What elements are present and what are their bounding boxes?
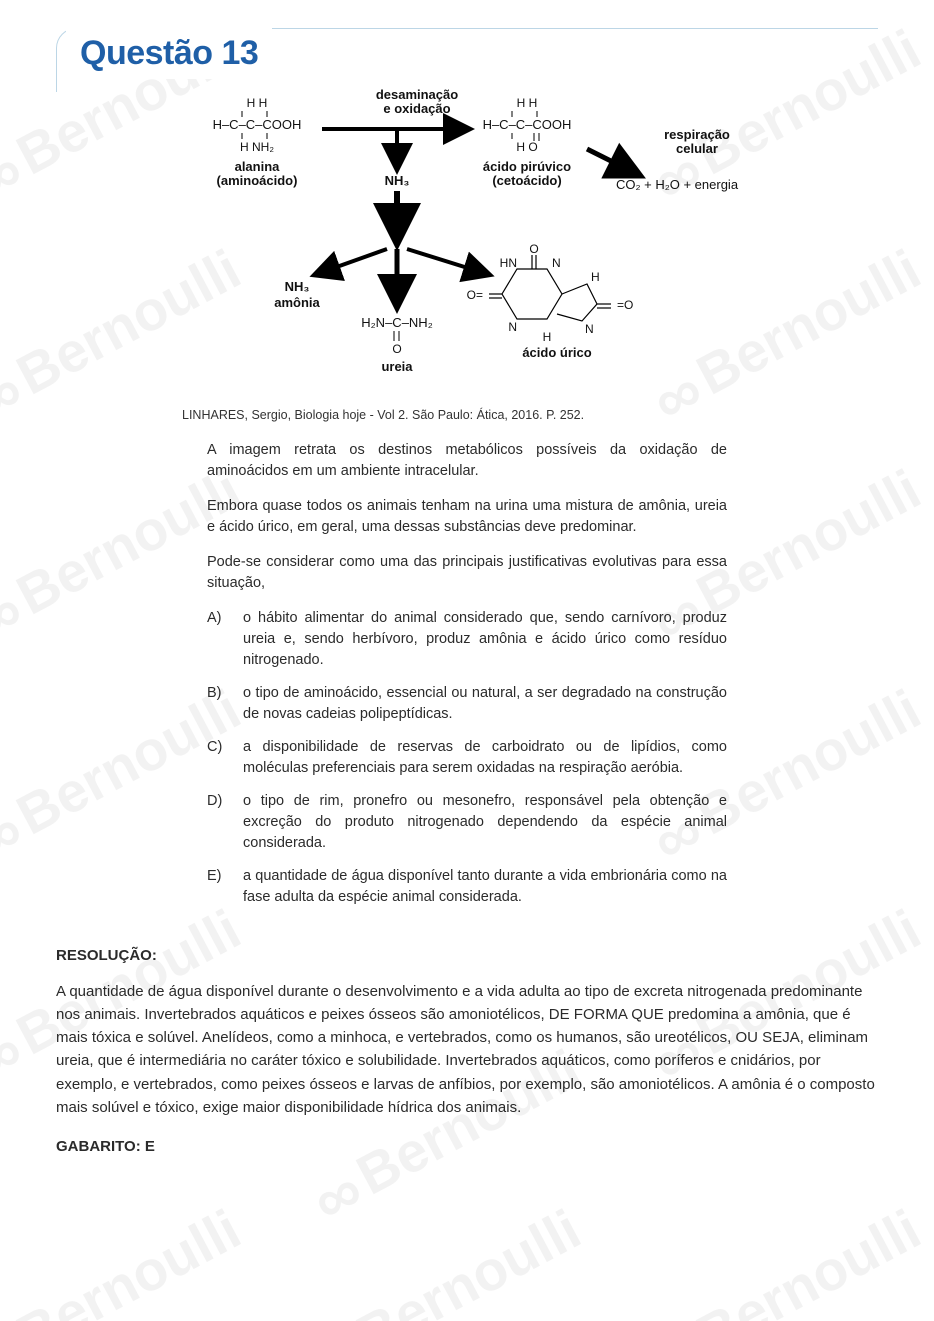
svg-text:N: N: [508, 320, 517, 334]
svg-text:=O: =O: [617, 298, 633, 312]
alanina-bot: H NH₂: [240, 140, 274, 154]
urea-bot: O: [392, 342, 401, 356]
uric-name: ácido úrico: [522, 345, 591, 360]
question-title: Questão 13: [66, 28, 272, 79]
resp-label-1: respiração: [664, 127, 730, 142]
intro-paragraph: Embora quase todos os animais tenham na …: [207, 496, 727, 538]
option-letter: A): [207, 608, 229, 671]
urea-top: H₂N–C–NH₂: [361, 315, 433, 330]
resolution-title: RESOLUÇÃO:: [56, 944, 878, 967]
page: ∞Bernoulli ∞Bernoulli ∞Bernoulli ∞Bernou…: [0, 0, 934, 1321]
question-body: A imagem retrata os destinos metabólicos…: [207, 440, 727, 908]
nh3-left: NH₃: [285, 279, 310, 294]
option-d: D) o tipo de rim, pronefro ou mesonefro,…: [207, 791, 727, 854]
amonia-label: amônia: [274, 295, 320, 310]
citation: LINHARES, Sergio, Biologia hoje - Vol 2.…: [182, 408, 878, 422]
svg-text:N: N: [585, 322, 594, 336]
intro-paragraph: A imagem retrata os destinos metabólicos…: [207, 440, 727, 482]
diagram-container: H H H–C–C–COOH H NH₂ alanina (aminoácido…: [187, 89, 747, 394]
pyruvic-top: H H: [517, 96, 538, 110]
pyruvic-name2: (cetoácido): [492, 173, 561, 188]
arrow-to-amonia: [317, 249, 387, 274]
option-text: o tipo de rim, pronefro ou mesonefro, re…: [243, 791, 727, 854]
option-letter: C): [207, 737, 229, 779]
alanina-name2: (aminoácido): [217, 173, 298, 188]
intro-paragraph: Pode-se considerar como uma das principa…: [207, 552, 727, 594]
option-letter: B): [207, 683, 229, 725]
option-text: o tipo de aminoácido, essencial ou natur…: [243, 683, 727, 725]
resp-label-2: celular: [676, 141, 718, 156]
watermark: ∞Bernoulli: [640, 1195, 934, 1321]
resp-out: CO₂ + H₂O + energia: [616, 177, 739, 192]
urea-name: ureia: [381, 359, 413, 374]
option-text: o hábito alimentar do animal considerado…: [243, 608, 727, 671]
option-text: a quantidade de água disponível tanto du…: [243, 866, 727, 908]
alanina-name: alanina: [235, 159, 281, 174]
pyruvic-bot: H O: [516, 140, 537, 154]
option-b: B) o tipo de aminoácido, essencial ou na…: [207, 683, 727, 725]
alanina-top: H H: [247, 96, 268, 110]
option-e: E) a quantidade de água disponível tanto…: [207, 866, 727, 908]
svg-text:H: H: [543, 330, 552, 344]
option-c: C) a disponibilidade de reservas de carb…: [207, 737, 727, 779]
resolution-block: RESOLUÇÃO: A quantidade de água disponív…: [56, 944, 878, 1158]
option-text: a disponibilidade de reservas de carboid…: [243, 737, 727, 779]
svg-text:O=: O=: [467, 288, 483, 302]
metabolic-diagram: H H H–C–C–COOH H NH₂ alanina (aminoácido…: [187, 89, 747, 389]
options-list: A) o hábito alimentar do animal consider…: [207, 608, 727, 908]
svg-text:HN: HN: [500, 256, 517, 270]
arrow-respiration: [587, 149, 637, 174]
pyruvic-name: ácido pirúvico: [483, 159, 571, 174]
question-header: Questão 13: [56, 28, 878, 79]
option-letter: D): [207, 791, 229, 854]
alanina-mid: H–C–C–COOH: [213, 117, 302, 132]
svg-text:O: O: [529, 242, 538, 256]
arrow-to-urico: [407, 249, 487, 274]
watermark: ∞Bernoulli: [0, 1195, 254, 1321]
pyruvic-mid: H–C–C–COOH: [483, 117, 572, 132]
answer-key: GABARITO: E: [56, 1135, 878, 1158]
svg-text:H: H: [591, 270, 600, 284]
option-letter: E): [207, 866, 229, 908]
svg-text:N: N: [552, 256, 561, 270]
watermark: ∞Bernoulli: [300, 1195, 595, 1321]
step-label-2: e oxidação: [383, 101, 450, 116]
option-a: A) o hábito alimentar do animal consider…: [207, 608, 727, 671]
resolution-text: A quantidade de água disponível durante …: [56, 980, 878, 1120]
nh3-center: NH₃: [385, 173, 410, 188]
